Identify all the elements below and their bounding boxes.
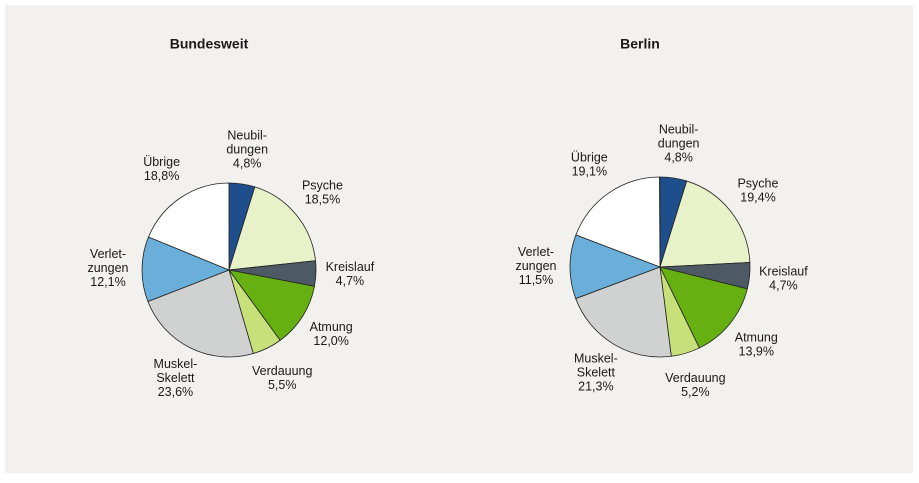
pie-slice (659, 180, 751, 268)
slice-label: Psyche (302, 178, 343, 192)
slice-label: dungen (658, 137, 700, 151)
pie-slice (575, 266, 672, 358)
value-label: 4,8% (233, 157, 262, 171)
slice-label: Übrige (571, 150, 608, 164)
pie-slice (141, 236, 231, 303)
value-label: 4,8% (664, 151, 693, 165)
panel (5, 5, 913, 473)
slice-label: Atmung (735, 330, 778, 344)
value-label: 5,2% (681, 385, 710, 399)
slice-label: Kreislauf (326, 260, 375, 274)
slice-label: zungen (87, 261, 128, 275)
slice-label: Kreislauf (759, 264, 808, 278)
slice-label: dungen (226, 143, 268, 157)
slice-label: Verdauung (665, 371, 726, 385)
pie-slice (228, 269, 315, 341)
pie-slice (569, 234, 662, 300)
slice-label: Neubil- (659, 123, 699, 137)
slice-label: Psyche (737, 176, 778, 190)
value-label: 4,7% (769, 278, 798, 292)
slice-label: Verlet- (90, 247, 126, 261)
slice-label: Muskel- (154, 357, 198, 371)
value-label: 5,5% (268, 378, 297, 392)
value-label: 23,6% (158, 385, 193, 399)
slice-label: Muskel- (574, 351, 618, 365)
value-label: 21,3% (578, 379, 613, 393)
pie-slice (147, 269, 254, 358)
pie-slice (575, 176, 661, 268)
value-label: 11,5% (519, 273, 554, 287)
value-label: 19,4% (740, 190, 775, 204)
slice-label: Skelett (577, 365, 616, 379)
value-label: 12,1% (90, 275, 125, 289)
chart-title: Bundesweit (170, 36, 249, 52)
chart-title: Berlin (620, 36, 660, 52)
slice-label: Skelett (156, 371, 195, 385)
slice-label: Verdauung (252, 364, 313, 378)
value-label: 12,0% (313, 334, 348, 348)
pie-slice (228, 186, 316, 271)
value-label: 4,7% (336, 274, 365, 288)
value-label: 13,9% (739, 344, 774, 358)
pie-slice (659, 266, 748, 349)
slice-label: Atmung (310, 320, 353, 334)
value-label: 18,5% (305, 192, 340, 206)
value-label: 18,8% (144, 169, 179, 183)
slice-label: Neubil- (227, 129, 267, 143)
value-label: 19,1% (572, 164, 607, 178)
slice-label: zungen (515, 259, 556, 273)
pie-slice (147, 182, 230, 271)
slice-label: Verlet- (518, 245, 554, 259)
slice-label: Übrige (143, 155, 180, 169)
